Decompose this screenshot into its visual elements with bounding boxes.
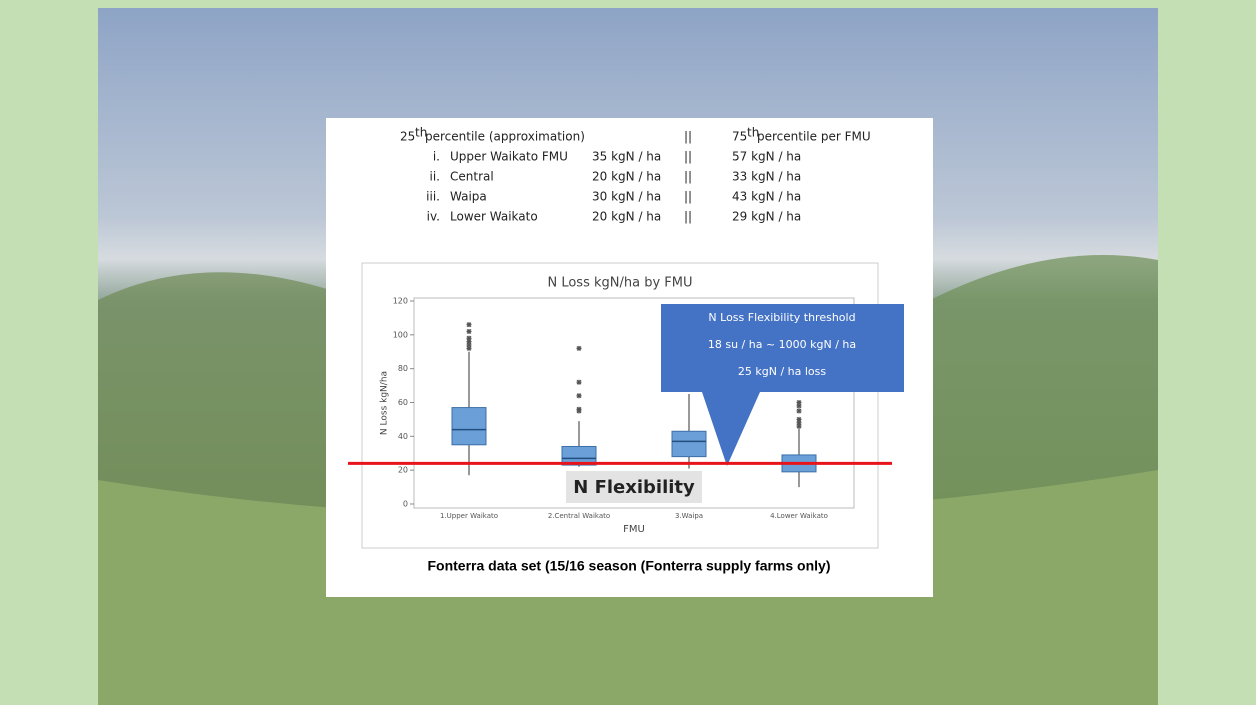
row-numeral: i. — [433, 150, 440, 164]
separator: || — [684, 150, 692, 164]
row-p25: 20 kgN / ha — [592, 170, 661, 184]
y-tick-label: 20 — [398, 466, 408, 475]
x-tick-label: 3.Waipa — [675, 512, 703, 520]
row-p75: 43 kgN / ha — [732, 190, 801, 204]
row-numeral: iii. — [426, 190, 440, 204]
row-p75: 33 kgN / ha — [732, 170, 801, 184]
row-p25: 20 kgN / ha — [592, 210, 661, 224]
y-tick-label: 100 — [393, 330, 408, 339]
x-axis-label: FMU — [623, 524, 645, 535]
outlier — [797, 408, 802, 413]
outlier — [797, 400, 802, 405]
outlier — [577, 380, 582, 385]
separator: || — [684, 190, 692, 204]
separator: || — [684, 210, 692, 224]
outlier — [467, 336, 472, 341]
band-label: N Flexibility — [573, 477, 695, 498]
row-name: Waipa — [450, 190, 487, 204]
row-p75: 57 kgN / ha — [732, 150, 801, 164]
row-numeral: ii. — [430, 170, 440, 184]
row-name: Central — [450, 170, 494, 184]
outlier — [577, 407, 582, 412]
callout-text: N Loss Flexibility threshold — [708, 311, 855, 324]
caption: Fonterra data set (15/16 season (Fonterr… — [427, 558, 830, 574]
x-tick-label: 2.Central Waikato — [548, 512, 610, 520]
y-axis-label: N Loss kgN/ha — [380, 371, 390, 435]
y-tick-label: 80 — [398, 364, 408, 373]
page: Fonterra data set (15/16 season (Fonterr… — [0, 0, 1256, 705]
separator: || — [684, 170, 692, 184]
chart-title: N Loss kgN/ha by FMU — [547, 276, 692, 291]
header-number: 25 — [400, 130, 415, 144]
separator: || — [684, 130, 692, 144]
box — [672, 431, 706, 456]
callout-text: 25 kgN / ha loss — [738, 365, 827, 378]
row-numeral: iv. — [427, 210, 440, 224]
header-number: 75 — [732, 130, 747, 144]
header-text: percentile per FMU — [757, 130, 871, 144]
row-p25: 35 kgN / ha — [592, 150, 661, 164]
header-text: percentile (approximation) — [425, 130, 585, 144]
row-name: Lower Waikato — [450, 210, 538, 224]
box — [452, 408, 486, 445]
outlier — [577, 346, 582, 351]
slide: Fonterra data set (15/16 season (Fonterr… — [0, 0, 1256, 705]
callout-text: 18 su / ha ~ 1000 kgN / ha — [708, 338, 856, 351]
x-tick-label: 4.Lower Waikato — [770, 512, 828, 520]
outlier — [467, 329, 472, 334]
outlier — [797, 417, 802, 422]
y-tick-label: 40 — [398, 432, 408, 441]
outlier — [577, 393, 582, 398]
row-name: Upper Waikato FMU — [450, 150, 568, 164]
y-tick-label: 60 — [398, 398, 408, 407]
x-tick-label: 1.Upper Waikato — [440, 512, 498, 520]
y-tick-label: 120 — [393, 297, 408, 306]
row-p75: 29 kgN / ha — [732, 210, 801, 224]
outlier — [467, 322, 472, 327]
row-p25: 30 kgN / ha — [592, 190, 661, 204]
y-tick-label: 0 — [403, 500, 408, 509]
